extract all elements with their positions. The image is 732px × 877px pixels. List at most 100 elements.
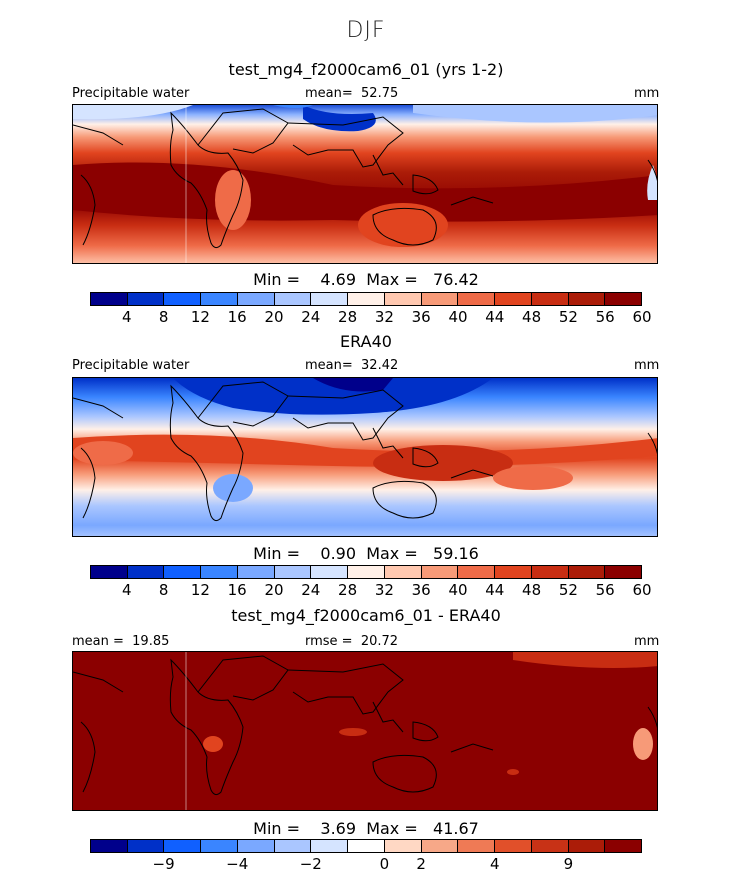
colorbar-tick-label: −4	[226, 855, 249, 873]
colorbar-tick-label: 56	[595, 308, 615, 326]
colorbar-tick-label: 40	[448, 581, 468, 599]
colorbar-swatch	[568, 840, 606, 852]
colorbar-swatch	[201, 840, 238, 852]
panel-2-colorbar-ticks: 4 8 12 16 20 24 28 32 36 40 44 48 52 56 60	[90, 581, 652, 599]
colorbar-tick-label: 44	[485, 581, 505, 599]
colorbar-swatch	[348, 566, 385, 578]
panel-3-colorbar	[90, 839, 642, 853]
colorbar-swatch	[311, 840, 349, 852]
colorbar-tick-label: 4	[122, 581, 132, 599]
colorbar-swatch	[421, 566, 459, 578]
panel-2-colorbar	[90, 565, 642, 579]
panel-3-map	[72, 651, 658, 811]
colorbar-tick-label: 20	[264, 308, 284, 326]
colorbar-swatch	[311, 293, 349, 305]
colorbar-swatch	[531, 293, 569, 305]
colorbar-swatch	[348, 840, 385, 852]
colorbar-tick-label: 2	[416, 855, 426, 873]
panel-2-mean-label: mean= 32.42	[305, 358, 399, 373]
panel-3-rmse-label: rmse = 20.72	[305, 634, 399, 649]
panel-2-units-label: mm	[634, 358, 660, 373]
panel-1-colorbar	[90, 292, 642, 306]
colorbar-swatch	[458, 566, 496, 578]
colorbar-tick-label: −9	[152, 855, 175, 873]
colorbar-swatch	[495, 840, 532, 852]
panel-3-units-label: mm	[634, 634, 660, 649]
colorbar-swatch	[531, 840, 569, 852]
colorbar-tick-label: 28	[338, 581, 358, 599]
colorbar-tick-label: 24	[301, 308, 321, 326]
colorbar-swatch	[164, 840, 202, 852]
panel-3-mean-label: mean = 19.85	[72, 634, 170, 649]
colorbar-swatch	[91, 293, 128, 305]
colorbar-swatch	[348, 293, 385, 305]
colorbar-swatch	[127, 840, 165, 852]
panel-1-variable-label: Precipitable water	[72, 86, 190, 101]
colorbar-tick-label: 9	[563, 855, 574, 873]
colorbar-tick-label: 52	[558, 581, 578, 599]
panel-1-min-max: Min = 4.69 Max = 76.42	[253, 270, 479, 289]
panel-3-title: test_mg4_f2000cam6_01 - ERA40	[231, 606, 501, 625]
colorbar-swatch	[274, 840, 312, 852]
colorbar-swatch	[421, 840, 459, 852]
colorbar-swatch	[201, 293, 238, 305]
colorbar-tick-label: 12	[190, 308, 210, 326]
colorbar-swatch	[495, 566, 532, 578]
colorbar-tick-label: 52	[558, 308, 578, 326]
colorbar-swatch	[458, 840, 496, 852]
panel-1-map	[72, 104, 658, 264]
colorbar-tick-label: 16	[227, 581, 247, 599]
colorbar-tick-label: 8	[158, 308, 169, 326]
colorbar-tick-label: 4	[122, 308, 132, 326]
colorbar-swatch	[495, 293, 532, 305]
panel-3-colorbar-ticks: −9 −4 −2 0 2 4 9	[90, 855, 642, 873]
colorbar-swatch	[237, 566, 275, 578]
colorbar-tick-label: 24	[301, 581, 321, 599]
colorbar-tick-label: 0	[379, 855, 390, 873]
colorbar-swatch	[91, 566, 128, 578]
figure-title: DJF	[346, 18, 386, 43]
colorbar-tick-label: 36	[411, 581, 431, 599]
panel-1-units-label: mm	[634, 86, 660, 101]
colorbar-tick-label: 40	[448, 308, 468, 326]
colorbar-swatch	[384, 566, 422, 578]
panel-1-colorbar-ticks: 4 8 12 16 20 24 28 32 36 40 44 48 52 56 60	[90, 308, 652, 326]
colorbar-swatch	[311, 566, 349, 578]
colorbar-tick-label: 48	[522, 581, 542, 599]
panel-2-title: ERA40	[340, 332, 392, 351]
colorbar-tick-label: 32	[374, 308, 394, 326]
colorbar-swatch	[127, 293, 165, 305]
colorbar-swatch	[531, 566, 569, 578]
panel-3-min-max: Min = 3.69 Max = 41.67	[253, 819, 479, 838]
panel-2-variable-label: Precipitable water	[72, 358, 190, 373]
colorbar-swatch	[605, 840, 642, 852]
colorbar-swatch	[274, 293, 312, 305]
panel-2-map	[72, 377, 658, 537]
colorbar-swatch	[568, 566, 606, 578]
colorbar-tick-label: 8	[158, 581, 169, 599]
colorbar-swatch	[127, 566, 165, 578]
colorbar-tick-label: 28	[338, 308, 358, 326]
colorbar-tick-label: 48	[522, 308, 542, 326]
colorbar-swatch	[384, 840, 422, 852]
colorbar-swatch	[605, 293, 642, 305]
colorbar-swatch	[91, 840, 128, 852]
colorbar-swatch	[274, 566, 312, 578]
colorbar-swatch	[164, 293, 202, 305]
colorbar-tick-label: 60	[632, 308, 652, 326]
colorbar-swatch	[421, 293, 459, 305]
colorbar-tick-label: 12	[190, 581, 210, 599]
colorbar-swatch	[458, 293, 496, 305]
colorbar-swatch	[237, 840, 275, 852]
colorbar-swatch	[237, 293, 275, 305]
colorbar-tick-label: 60	[632, 581, 652, 599]
colorbar-tick-label: 36	[411, 308, 431, 326]
panel-2-min-max: Min = 0.90 Max = 59.16	[253, 544, 479, 563]
colorbar-swatch	[384, 293, 422, 305]
colorbar-tick-label: −2	[299, 855, 322, 873]
colorbar-tick-label: 32	[374, 581, 394, 599]
colorbar-swatch	[164, 566, 202, 578]
colorbar-swatch	[568, 293, 606, 305]
colorbar-tick-label: 20	[264, 581, 284, 599]
colorbar-tick-label: 56	[595, 581, 615, 599]
